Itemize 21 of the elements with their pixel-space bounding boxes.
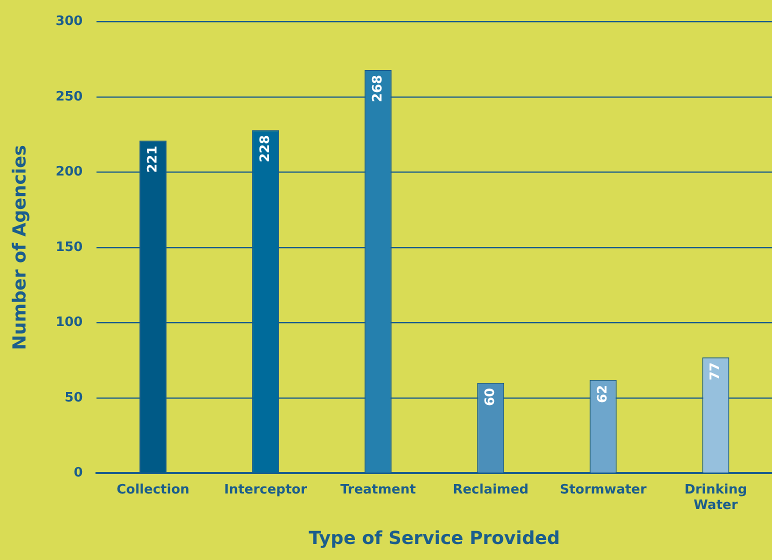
x-tick-label: Drinking Water [684,482,748,513]
y-axis-title: Number of Agencies [9,145,30,350]
y-tick-label: 250 [56,89,83,104]
y-tick-label: 50 [64,390,83,406]
x-axis-title: Type of Service Provided [308,528,560,549]
data-label: 228 [258,135,273,162]
x-tick-label: Interceptor [224,482,308,498]
x-tick-label: Collection [116,482,190,498]
data-label: 221 [145,146,160,173]
x-tick-label: Stormwater [560,482,648,498]
data-label: 60 [483,388,498,406]
y-tick-label: 300 [56,14,83,30]
x-tick-label: Reclaimed [452,482,529,498]
data-label: 268 [370,74,386,102]
data-label: 77 [708,362,724,380]
y-tick-label: 200 [56,164,83,180]
y-tick-label: 0 [74,466,83,481]
y-tick-label: 100 [56,315,83,330]
y-tick-label: 150 [56,240,83,255]
x-tick-label: Treatment [340,482,416,498]
data-label: 62 [596,384,611,404]
